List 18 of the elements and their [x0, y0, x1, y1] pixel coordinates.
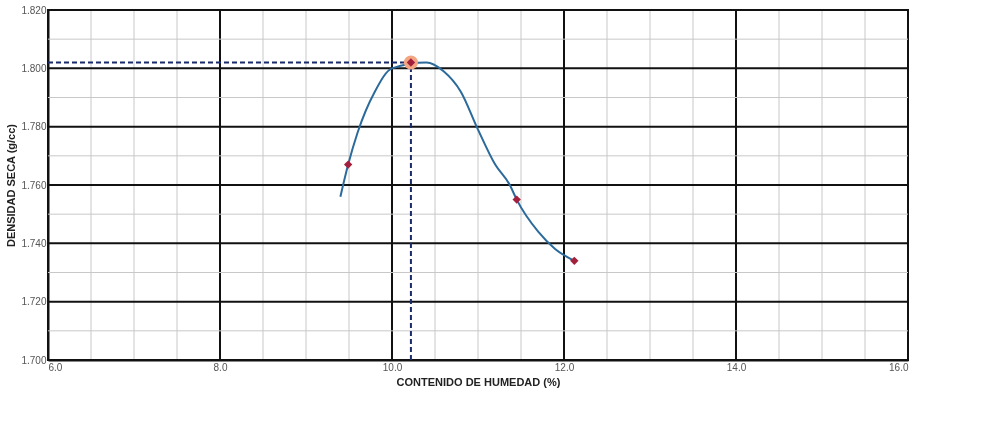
- y-tick-label: 1.740: [21, 237, 47, 249]
- x-tick-label: 8.0: [213, 361, 228, 373]
- y-tick-label: 1.780: [21, 121, 47, 133]
- point: [512, 195, 521, 204]
- y-tick-label: 1.820: [21, 4, 47, 16]
- x-tick-label: 10.0: [382, 361, 403, 373]
- y-tick-label: 1.760: [21, 179, 47, 191]
- point: [570, 256, 579, 266]
- x-tick-label: 6.0: [48, 361, 63, 373]
- point: [343, 160, 353, 169]
- y-tick-label: 1.800: [21, 62, 47, 74]
- y-tick-label: 1.700: [21, 354, 47, 366]
- x-tick-label: 16.0: [889, 361, 909, 373]
- y-tick-label: 1.720: [21, 296, 47, 308]
- x-tick-label: 14.0: [726, 361, 747, 373]
- y-axis-title: DENSIDAD SECA (g/cc): [5, 123, 18, 248]
- x-tick-label: 12.0: [554, 361, 575, 373]
- x-axis-title: CONTENIDO DE HUMEDAD (%): [396, 375, 561, 388]
